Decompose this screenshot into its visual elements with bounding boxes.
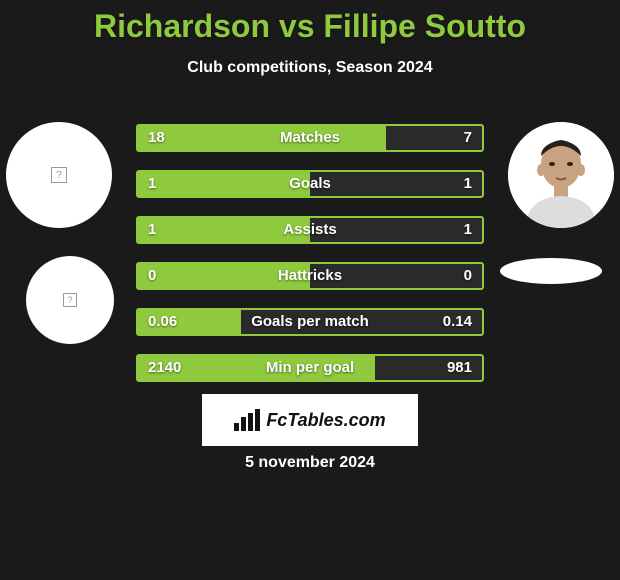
stat-label: Goals per match (138, 310, 482, 334)
placeholder-icon: ? (51, 167, 67, 183)
stat-row: 2140Min per goal981 (136, 354, 484, 382)
brand-label: FcTables.com (234, 409, 385, 431)
stats-panel: 18Matches71Goals11Assists10Hattricks00.0… (136, 124, 484, 400)
stat-label: Min per goal (138, 356, 482, 380)
stat-value-right: 7 (464, 126, 472, 150)
stat-row: 0Hattricks0 (136, 262, 484, 290)
page-title: Richardson vs Fillipe Soutto (0, 0, 620, 45)
stat-value-right: 981 (447, 356, 472, 380)
stat-value-right: 0 (464, 264, 472, 288)
club-right-badge (500, 258, 602, 284)
date-label: 5 november 2024 (0, 454, 620, 472)
placeholder-icon: ? (63, 293, 77, 307)
player-right-portrait-icon (508, 122, 614, 228)
stat-label: Assists (138, 218, 482, 242)
stat-row: 0.06Goals per match0.14 (136, 308, 484, 336)
comparison-card: Richardson vs Fillipe Soutto Club compet… (0, 0, 620, 580)
stat-label: Hattricks (138, 264, 482, 288)
bars-icon (234, 409, 262, 431)
stat-value-right: 0.14 (443, 310, 472, 334)
stat-row: 1Goals1 (136, 170, 484, 198)
stat-label: Matches (138, 126, 482, 150)
page-subtitle: Club competitions, Season 2024 (0, 59, 620, 77)
player-right-avatar (508, 122, 614, 228)
brand-text: FcTables.com (266, 410, 385, 431)
stat-value-right: 1 (464, 172, 472, 196)
stat-row: 18Matches7 (136, 124, 484, 152)
stat-value-right: 1 (464, 218, 472, 242)
player-left-avatar: ? (6, 122, 112, 228)
club-left-badge: ? (26, 256, 114, 344)
stat-label: Goals (138, 172, 482, 196)
stat-row: 1Assists1 (136, 216, 484, 244)
brand-badge: FcTables.com (202, 394, 418, 446)
